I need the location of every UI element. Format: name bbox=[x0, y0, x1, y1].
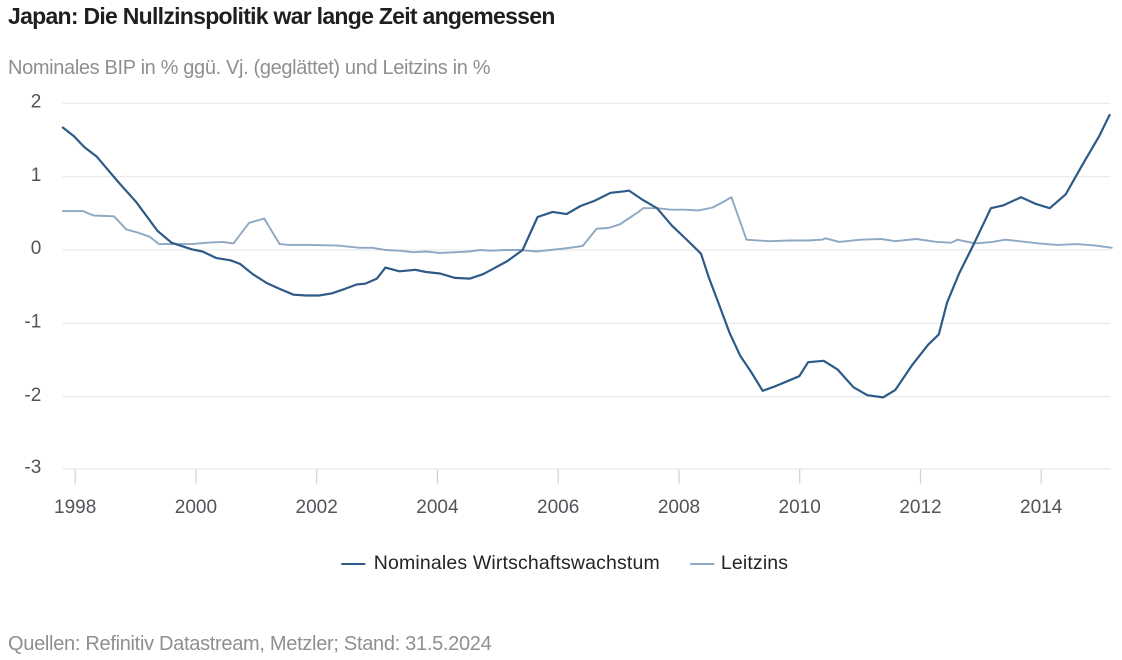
svg-text:2010: 2010 bbox=[779, 497, 821, 518]
svg-text:-1: -1 bbox=[24, 312, 41, 333]
svg-text:0: 0 bbox=[31, 238, 42, 259]
svg-text:2006: 2006 bbox=[537, 497, 579, 518]
svg-text:2000: 2000 bbox=[175, 497, 217, 518]
svg-text:2004: 2004 bbox=[416, 497, 459, 518]
svg-text:2: 2 bbox=[31, 92, 42, 113]
svg-text:2002: 2002 bbox=[296, 497, 338, 518]
svg-text:2012: 2012 bbox=[899, 497, 941, 518]
svg-text:-3: -3 bbox=[24, 457, 41, 478]
svg-text:2008: 2008 bbox=[658, 497, 700, 518]
svg-text:2014: 2014 bbox=[1020, 497, 1063, 518]
svg-text:-2: -2 bbox=[24, 385, 41, 406]
svg-text:1: 1 bbox=[31, 165, 42, 186]
svg-text:1998: 1998 bbox=[54, 497, 96, 518]
